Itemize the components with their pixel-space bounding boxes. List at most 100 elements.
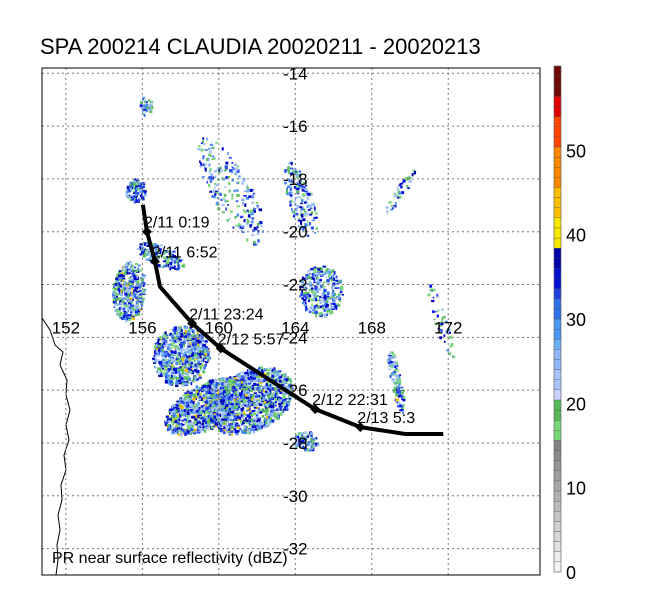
- lon-tick-label: 164: [281, 318, 309, 337]
- colorbar-segment: [553, 248, 562, 259]
- track-fix-marker-icon: [187, 318, 198, 329]
- colorbar-segment: [553, 501, 562, 512]
- lat-tick-label: -32: [283, 540, 308, 559]
- storm-track-line: [140, 204, 444, 436]
- colorbar-segment: [553, 106, 562, 117]
- colorbar-segment: [553, 409, 562, 421]
- colorbar-segment: [553, 156, 562, 168]
- colorbar-segment: [553, 450, 562, 461]
- radar-echo-cluster: [112, 261, 147, 323]
- colorbar-segment: [553, 298, 562, 310]
- colorbar-segment: [553, 420, 562, 431]
- lat-tick-label: -16: [283, 117, 308, 136]
- colorbar-segment: [553, 146, 562, 158]
- lat-tick-label: -24: [283, 328, 308, 347]
- lon-tick-label: 168: [358, 318, 386, 337]
- track-fix-marker-icon: [310, 404, 321, 415]
- colorbar-segment: [553, 75, 562, 87]
- colorbar-segment: [553, 328, 562, 340]
- colorbar-tick-label: 0: [566, 563, 576, 583]
- radar-echo-cluster: [125, 178, 148, 204]
- lon-tick-label: 156: [128, 318, 156, 337]
- figure-title: SPA 200214 CLAUDIA 20020211 - 20020213: [40, 34, 481, 59]
- radar-echo-cluster: [208, 366, 294, 436]
- lat-tick-label: -26: [283, 381, 308, 400]
- radar-echo-cluster: [386, 351, 406, 415]
- lat-tick-label: -14: [283, 64, 308, 83]
- colorbar-segment: [553, 349, 562, 360]
- colorbar-segment: [553, 258, 562, 269]
- colorbar-tick-label: 30: [566, 310, 586, 330]
- track-fix-label: 2/13 5:3: [357, 410, 415, 427]
- colorbar-segment: [553, 126, 562, 137]
- colorbar-segment: [553, 288, 562, 299]
- lat-tick-label: -20: [283, 223, 308, 242]
- track-fix-label: 2/11 0:19: [144, 215, 210, 232]
- track-fix-marker-icon: [141, 226, 152, 237]
- radar-echo-cluster: [139, 96, 154, 117]
- colorbar-segment: [553, 460, 562, 471]
- colorbar-segment: [553, 96, 562, 107]
- track-fix-marker-icon: [355, 422, 366, 433]
- colorbar-segment: [553, 561, 562, 573]
- colorbar-segment: [553, 389, 562, 401]
- lat-tick-label: -22: [283, 276, 308, 295]
- coastline: [41, 317, 71, 576]
- colorbar-segment: [553, 490, 562, 502]
- track-fix-label: 2/12 5:57: [218, 331, 285, 348]
- radar-echo-cluster: [152, 325, 211, 388]
- colorbar-segment: [553, 430, 562, 441]
- track-fix-label: 2/12 22:31: [312, 392, 388, 409]
- colorbar-segment: [553, 511, 562, 522]
- radar-echo-cluster: [299, 265, 344, 318]
- colorbar-segment: [553, 359, 562, 370]
- colorbar-tick-label: 50: [566, 141, 586, 161]
- colorbar-segment: [553, 308, 562, 320]
- lat-tick-label: -30: [283, 487, 308, 506]
- colorbar-segment: [553, 237, 562, 249]
- colorbar-segment: [553, 339, 562, 350]
- colorbar-segment: [553, 531, 562, 542]
- colorbar-tick-label: 40: [566, 226, 586, 246]
- colorbar-tick-label: 10: [566, 479, 586, 499]
- colorbar-segment: [553, 470, 562, 482]
- lat-tick-label: -28: [283, 434, 308, 453]
- colorbar-segment: [553, 207, 562, 218]
- colorbar-segment: [553, 480, 562, 492]
- track-fix-label: 2/11 6:52: [152, 245, 218, 262]
- colorbar-segment: [553, 227, 562, 239]
- track-fix-marker-icon: [215, 343, 226, 354]
- colorbar-segment: [553, 187, 562, 198]
- colorbar-segment: [553, 379, 562, 390]
- colorbar-segment: [553, 65, 562, 77]
- colorbar-segment: [553, 268, 562, 279]
- lon-tick-label: 160: [205, 318, 233, 337]
- colorbar-segment: [553, 551, 562, 563]
- track-fix-label: 2/11 23:24: [189, 306, 264, 323]
- radar-echo-cluster: [284, 161, 319, 237]
- lon-tick-label: 152: [52, 318, 80, 337]
- lon-tick-label: 172: [434, 318, 462, 337]
- colorbar-segment: [553, 440, 562, 451]
- colorbar-segment: [553, 197, 562, 208]
- colorbar-segment: [553, 541, 562, 552]
- colorbar-segment: [553, 86, 562, 97]
- colorbar-segment: [553, 399, 562, 411]
- colorbar-segment: [553, 136, 562, 148]
- colorbar-segment: [553, 521, 562, 532]
- colorbar-segment: [553, 116, 562, 127]
- colorbar-frame: [553, 65, 562, 573]
- colorbar-segment: [553, 167, 562, 178]
- colorbar-caption: PR near surface reflectivity (dBZ): [52, 550, 288, 567]
- radar-echo-cluster: [427, 284, 456, 359]
- colorbar-segment: [553, 217, 562, 229]
- lat-tick-label: -18: [283, 170, 308, 189]
- colorbar-tick-label: 20: [566, 394, 586, 414]
- colorbar-segment: [553, 369, 562, 380]
- radar-echo-cluster: [385, 169, 417, 214]
- map-frame: [41, 67, 541, 576]
- colorbar-segment: [553, 318, 562, 330]
- track-fix-marker-icon: [149, 256, 160, 267]
